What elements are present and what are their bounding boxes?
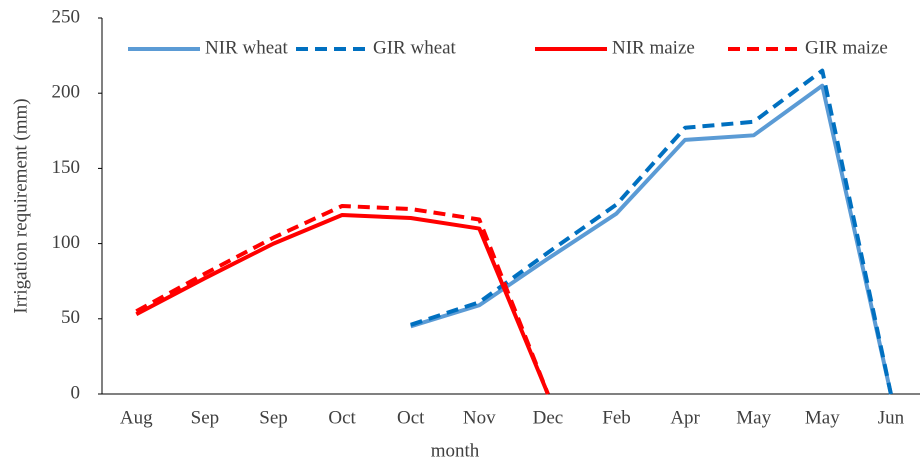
x-tick-label: Jun [878, 407, 905, 428]
legend-label: NIR wheat [205, 37, 289, 58]
x-tick-label: May [736, 407, 771, 428]
y-tick-label: 100 [52, 232, 81, 253]
x-tick-label: Nov [463, 407, 496, 428]
y-tick-label: 150 [52, 157, 81, 178]
x-tick-label: Sep [191, 407, 220, 428]
y-tick-label: 200 [52, 82, 81, 103]
legend-label: GIR maize [805, 37, 888, 58]
y-tick-label: 0 [71, 382, 81, 403]
x-tick-label: Sep [259, 407, 288, 428]
x-tick-label: Feb [602, 407, 631, 428]
x-tick-label: Aug [120, 407, 153, 428]
y-tick-label: 50 [61, 307, 80, 328]
x-tick-label: Oct [328, 407, 356, 428]
series-line [135, 213, 550, 395]
legend-label: NIR maize [612, 37, 695, 58]
series-line [410, 83, 893, 395]
series-line [410, 68, 893, 395]
x-tick-label: Oct [397, 407, 425, 428]
x-tick-label: Dec [533, 407, 564, 428]
y-tick-label: 250 [52, 6, 81, 27]
x-tick-label: May [805, 407, 840, 428]
legend-label: GIR wheat [373, 37, 457, 58]
x-tick-label: Apr [670, 407, 700, 428]
series-line [135, 204, 550, 395]
x-axis-label: month [431, 440, 480, 461]
y-axis-label: Irrigation requirement (mm) [10, 98, 31, 313]
